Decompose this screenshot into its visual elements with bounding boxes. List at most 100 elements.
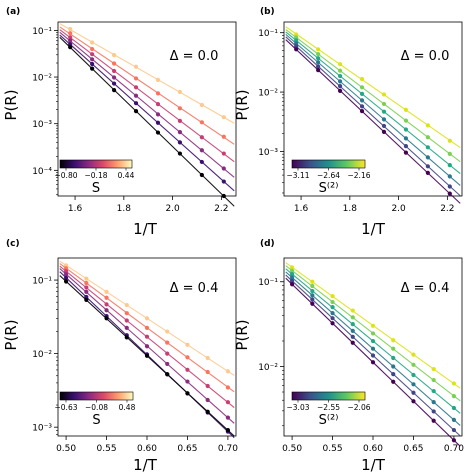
x-tick-label: 0.60 (363, 444, 383, 454)
data-point (425, 164, 430, 169)
data-point (155, 130, 161, 135)
y-tick-label: 10⁻¹ (32, 27, 52, 37)
data-point (165, 329, 170, 334)
data-point (316, 60, 321, 65)
data-point (63, 266, 69, 271)
data-point (370, 360, 376, 365)
data-point (177, 89, 183, 95)
data-point (111, 75, 117, 80)
data-point (90, 46, 95, 52)
data-point (359, 76, 365, 82)
data-point (337, 62, 343, 67)
data-point (177, 106, 183, 111)
data-point (205, 355, 210, 361)
data-point (155, 77, 161, 82)
data-point (337, 84, 343, 89)
data-point (225, 369, 231, 374)
data-point (289, 282, 295, 287)
data-point (144, 334, 150, 339)
data-point (124, 311, 129, 316)
data-point (104, 308, 109, 313)
data-point (124, 325, 129, 330)
data-point (221, 166, 226, 171)
data-point (199, 135, 204, 140)
colorbar-label: S (92, 413, 100, 428)
data-point (225, 428, 231, 433)
delta-annotation: Δ = 0.4 (170, 281, 219, 296)
data-point (431, 388, 436, 394)
y-tick-label: 10⁻³ (32, 120, 52, 130)
fit-line (285, 39, 461, 204)
data-point (221, 179, 226, 184)
data-point (84, 297, 89, 303)
data-point (403, 107, 409, 112)
data-point (205, 369, 210, 375)
data-point (310, 288, 315, 294)
delta-annotation: Δ = 0.0 (170, 49, 219, 64)
data-point (411, 352, 416, 357)
data-point (63, 269, 69, 274)
data-point (68, 31, 73, 36)
data-point (425, 170, 430, 175)
data-point (68, 26, 73, 32)
data-point (221, 151, 226, 156)
data-point (310, 293, 315, 298)
y-tick-label: 10⁻³ (258, 148, 278, 158)
data-point (155, 120, 161, 125)
x-tick-label: 1.8 (343, 204, 358, 214)
x-tick-label: 2.0 (391, 204, 406, 214)
data-point (330, 316, 335, 321)
data-point (391, 364, 396, 369)
y-tick-label: 10⁻³ (32, 424, 52, 434)
data-point (84, 285, 89, 290)
data-point (391, 346, 396, 351)
data-point (165, 340, 170, 345)
data-point (289, 275, 295, 280)
y-tick-label: 10⁻¹ (258, 29, 278, 39)
colorbar-label: S⁽²⁾ (319, 413, 339, 428)
x-tick-label: 0.70 (444, 444, 464, 454)
colorbar (291, 391, 366, 401)
data-point (403, 118, 409, 123)
data-point (185, 391, 190, 396)
data-point (381, 109, 387, 114)
data-point (63, 279, 69, 284)
data-point (185, 355, 190, 360)
data-point (447, 138, 452, 143)
data-point (431, 418, 436, 423)
data-point (294, 38, 299, 43)
data-point (199, 172, 204, 178)
colorbar-tick-label: −2.64 (317, 171, 340, 180)
data-point (316, 47, 321, 52)
data-point (391, 379, 396, 384)
y-tick-label: 10⁻² (258, 363, 278, 373)
data-point (294, 35, 299, 40)
data-point (199, 102, 204, 108)
data-point (431, 409, 436, 414)
x-tick-label: 2.0 (165, 204, 180, 214)
x-tick-label: 0.50 (282, 444, 302, 454)
data-point (350, 322, 355, 327)
data-point (294, 44, 299, 49)
data-point (337, 79, 343, 84)
y-axis-label: P(R) (2, 89, 20, 120)
colorbar (59, 159, 133, 169)
x-tick-label: 0.70 (218, 444, 238, 454)
data-point (359, 104, 365, 109)
data-point (337, 73, 343, 79)
data-point (90, 57, 95, 62)
data-point (330, 310, 335, 316)
y-tick-label: 10⁻² (32, 74, 52, 84)
data-point (84, 280, 89, 286)
y-tick-label: 10⁻² (32, 350, 52, 360)
data-point (84, 294, 89, 300)
x-axis-label: 1/T (361, 220, 386, 238)
colorbar (59, 391, 134, 401)
data-point (133, 64, 139, 69)
data-point (124, 302, 129, 308)
data-point (403, 136, 409, 141)
data-point (316, 56, 321, 61)
data-point (425, 155, 430, 160)
data-point (447, 191, 452, 196)
